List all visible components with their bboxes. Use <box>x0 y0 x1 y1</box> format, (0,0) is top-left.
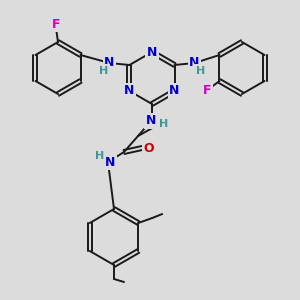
Text: N: N <box>146 115 156 128</box>
Text: O: O <box>144 142 154 154</box>
Text: H: H <box>99 66 108 76</box>
Text: H: H <box>196 66 205 76</box>
Text: N: N <box>105 155 115 169</box>
Text: N: N <box>189 56 200 70</box>
Text: N: N <box>124 85 135 98</box>
Text: F: F <box>52 17 60 31</box>
Text: N: N <box>169 85 180 98</box>
Text: H: H <box>159 119 169 129</box>
Text: H: H <box>95 151 105 161</box>
Text: N: N <box>147 46 157 59</box>
Text: N: N <box>104 56 115 70</box>
Text: F: F <box>203 85 212 98</box>
